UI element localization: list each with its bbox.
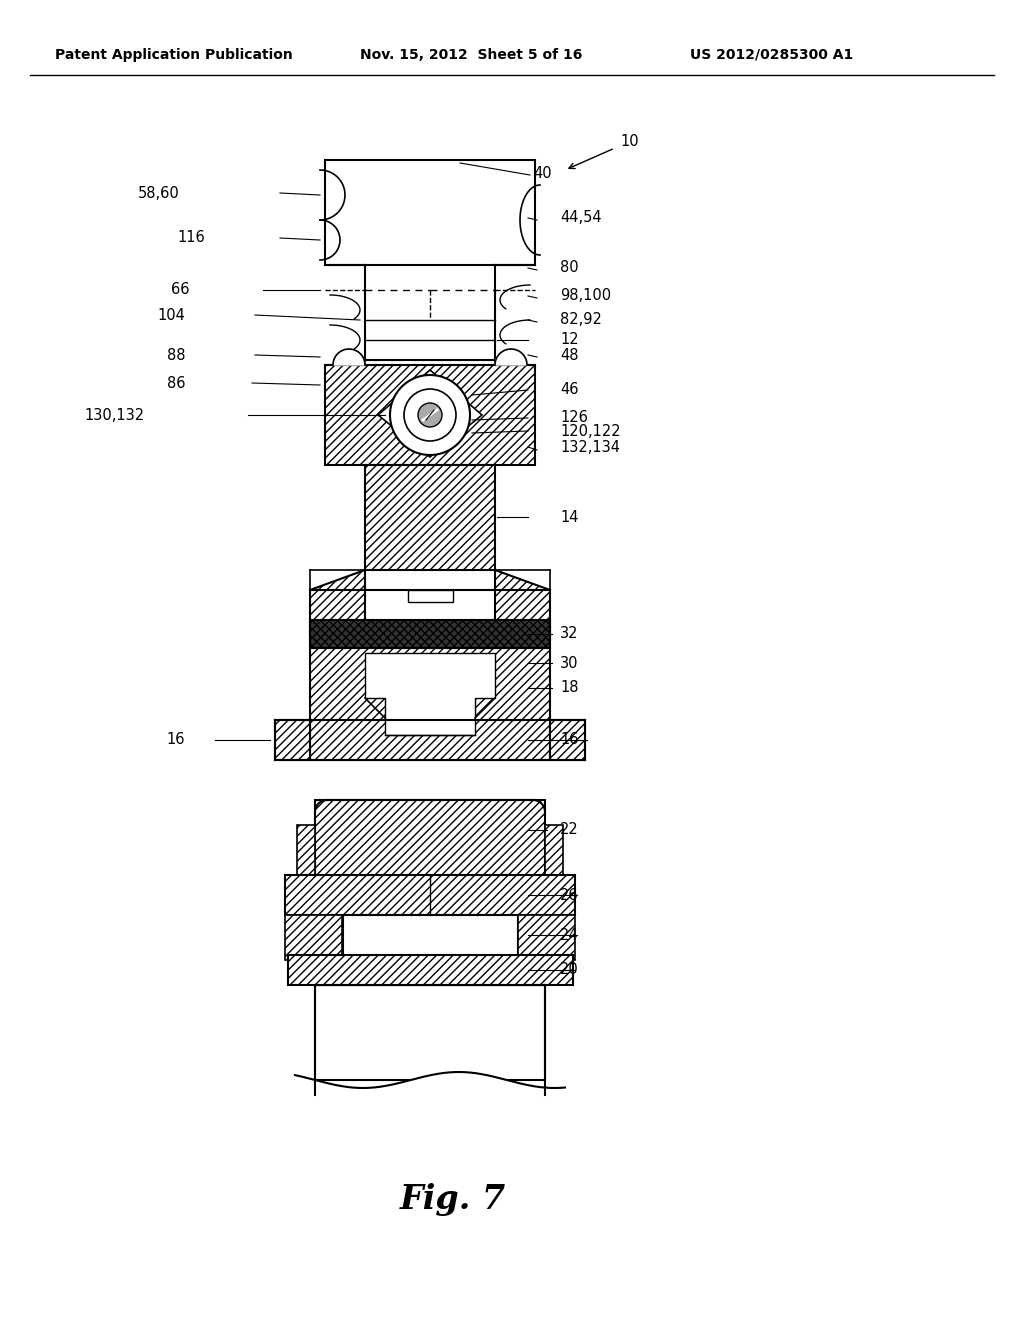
Text: 14: 14 [560, 510, 579, 524]
Text: 44,54: 44,54 [560, 210, 602, 226]
Bar [325, 366, 535, 465]
Text: 120,122: 120,122 [560, 424, 621, 438]
Bar [315, 985, 545, 1080]
Text: 12: 12 [560, 333, 579, 347]
Polygon shape [495, 348, 527, 366]
Text: 18: 18 [560, 681, 579, 696]
Text: 22: 22 [560, 822, 579, 837]
Text: 40: 40 [534, 165, 552, 181]
Bar [288, 954, 573, 985]
Bar [297, 825, 315, 895]
Text: 16: 16 [167, 733, 185, 747]
Text: 130,132: 130,132 [85, 408, 145, 422]
Text: US 2012/0285300 A1: US 2012/0285300 A1 [690, 48, 853, 62]
Bar [518, 915, 575, 960]
Bar [310, 620, 550, 648]
Text: 126: 126 [560, 411, 588, 425]
Text: 24: 24 [560, 928, 579, 942]
Text: 66: 66 [171, 282, 190, 297]
Text: 88: 88 [167, 347, 185, 363]
Bar [285, 875, 575, 915]
Text: 132,134: 132,134 [560, 440, 620, 454]
Text: 48: 48 [560, 347, 579, 363]
Text: 16: 16 [560, 733, 579, 747]
Polygon shape [365, 653, 495, 735]
Text: 80: 80 [560, 260, 579, 276]
Text: Fig. 7: Fig. 7 [400, 1184, 506, 1217]
Polygon shape [378, 370, 482, 457]
Polygon shape [275, 719, 310, 760]
Text: 58,60: 58,60 [138, 186, 180, 201]
Polygon shape [495, 570, 550, 640]
Bar [343, 915, 518, 960]
Text: 98,100: 98,100 [560, 289, 611, 304]
Text: 20: 20 [560, 962, 579, 978]
Polygon shape [310, 570, 365, 640]
Bar [315, 800, 545, 895]
Circle shape [418, 403, 442, 426]
Text: 26: 26 [560, 887, 579, 903]
Circle shape [404, 389, 456, 441]
Text: 46: 46 [560, 383, 579, 397]
Bar [545, 825, 563, 895]
Text: 82,92: 82,92 [560, 313, 602, 327]
Polygon shape [550, 719, 585, 760]
Bar [310, 648, 550, 760]
Text: 32: 32 [560, 627, 579, 642]
Bar [365, 465, 495, 570]
Polygon shape [333, 348, 365, 366]
Bar [285, 915, 342, 960]
Text: 30: 30 [560, 656, 579, 671]
Text: 104: 104 [157, 308, 185, 322]
Bar [325, 160, 535, 265]
Text: Nov. 15, 2012  Sheet 5 of 16: Nov. 15, 2012 Sheet 5 of 16 [360, 48, 583, 62]
Text: 116: 116 [177, 231, 205, 246]
Circle shape [390, 375, 470, 455]
Bar [408, 590, 453, 602]
Text: 10: 10 [620, 135, 639, 149]
Text: 86: 86 [167, 375, 185, 391]
Text: Patent Application Publication: Patent Application Publication [55, 48, 293, 62]
